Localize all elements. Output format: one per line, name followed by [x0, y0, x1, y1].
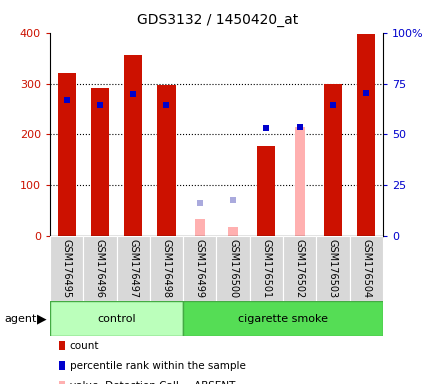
Bar [124, 55, 142, 236]
Bar [249, 236, 283, 301]
Bar [316, 236, 349, 301]
Text: cigarette smoke: cigarette smoke [237, 314, 327, 324]
Text: count: count [69, 341, 99, 351]
Bar [116, 236, 149, 301]
Bar [50, 301, 183, 336]
Text: GSM176495: GSM176495 [62, 240, 72, 298]
Bar [149, 236, 183, 301]
Bar [356, 34, 375, 236]
Bar [349, 236, 382, 301]
Bar [194, 219, 204, 236]
Text: GSM176502: GSM176502 [294, 240, 304, 299]
Text: percentile rank within the sample: percentile rank within the sample [69, 361, 245, 371]
Bar [183, 301, 382, 336]
Bar [227, 227, 237, 236]
Bar [57, 73, 76, 236]
Text: GSM176503: GSM176503 [327, 240, 337, 298]
Text: GSM176496: GSM176496 [95, 240, 105, 298]
Bar [294, 127, 304, 236]
Text: GSM176504: GSM176504 [360, 240, 370, 298]
Text: GSM176497: GSM176497 [128, 240, 138, 298]
Text: GSM176498: GSM176498 [161, 240, 171, 298]
Text: GSM176501: GSM176501 [261, 240, 271, 298]
Bar [183, 236, 216, 301]
Bar [83, 236, 116, 301]
Bar [216, 236, 249, 301]
Text: ▶: ▶ [37, 312, 46, 325]
Bar [157, 85, 175, 236]
Text: GSM176500: GSM176500 [227, 240, 237, 298]
Bar [50, 236, 83, 301]
Text: value, Detection Call = ABSENT: value, Detection Call = ABSENT [69, 381, 235, 384]
Bar [256, 146, 275, 236]
Text: GSM176499: GSM176499 [194, 240, 204, 298]
Bar [283, 236, 316, 301]
Bar [323, 84, 341, 236]
Text: GDS3132 / 1450420_at: GDS3132 / 1450420_at [137, 13, 297, 27]
Bar [91, 88, 109, 236]
Text: agent: agent [4, 314, 36, 324]
Text: control: control [97, 314, 135, 324]
